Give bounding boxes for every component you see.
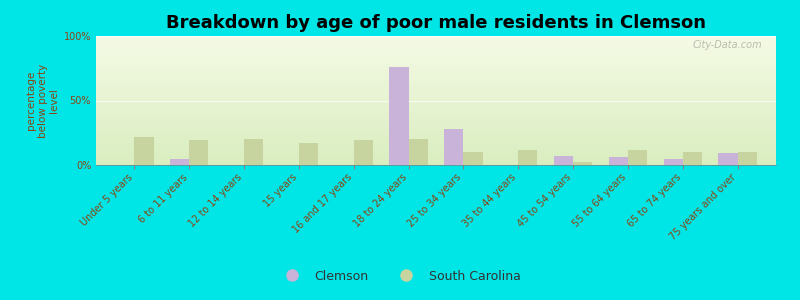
Bar <box>738 152 757 165</box>
Bar <box>170 158 190 165</box>
Bar <box>134 136 154 165</box>
Bar <box>444 129 463 165</box>
Bar <box>244 139 263 165</box>
Bar <box>718 153 738 165</box>
Bar <box>354 140 373 165</box>
Bar <box>190 140 209 165</box>
Title: Breakdown by age of poor male residents in Clemson: Breakdown by age of poor male residents … <box>166 14 706 32</box>
Bar <box>554 156 573 165</box>
Bar <box>682 152 702 165</box>
Bar <box>409 139 428 165</box>
Bar <box>663 158 682 165</box>
Bar <box>299 143 318 165</box>
Legend: Clemson, South Carolina: Clemson, South Carolina <box>274 265 526 288</box>
Bar <box>628 149 647 165</box>
Y-axis label: percentage
below poverty
level: percentage below poverty level <box>26 63 59 138</box>
Bar <box>463 152 482 165</box>
Bar <box>518 149 538 165</box>
Text: City-Data.com: City-Data.com <box>693 40 762 50</box>
Bar <box>609 157 628 165</box>
Bar <box>573 162 592 165</box>
Bar <box>390 67 409 165</box>
